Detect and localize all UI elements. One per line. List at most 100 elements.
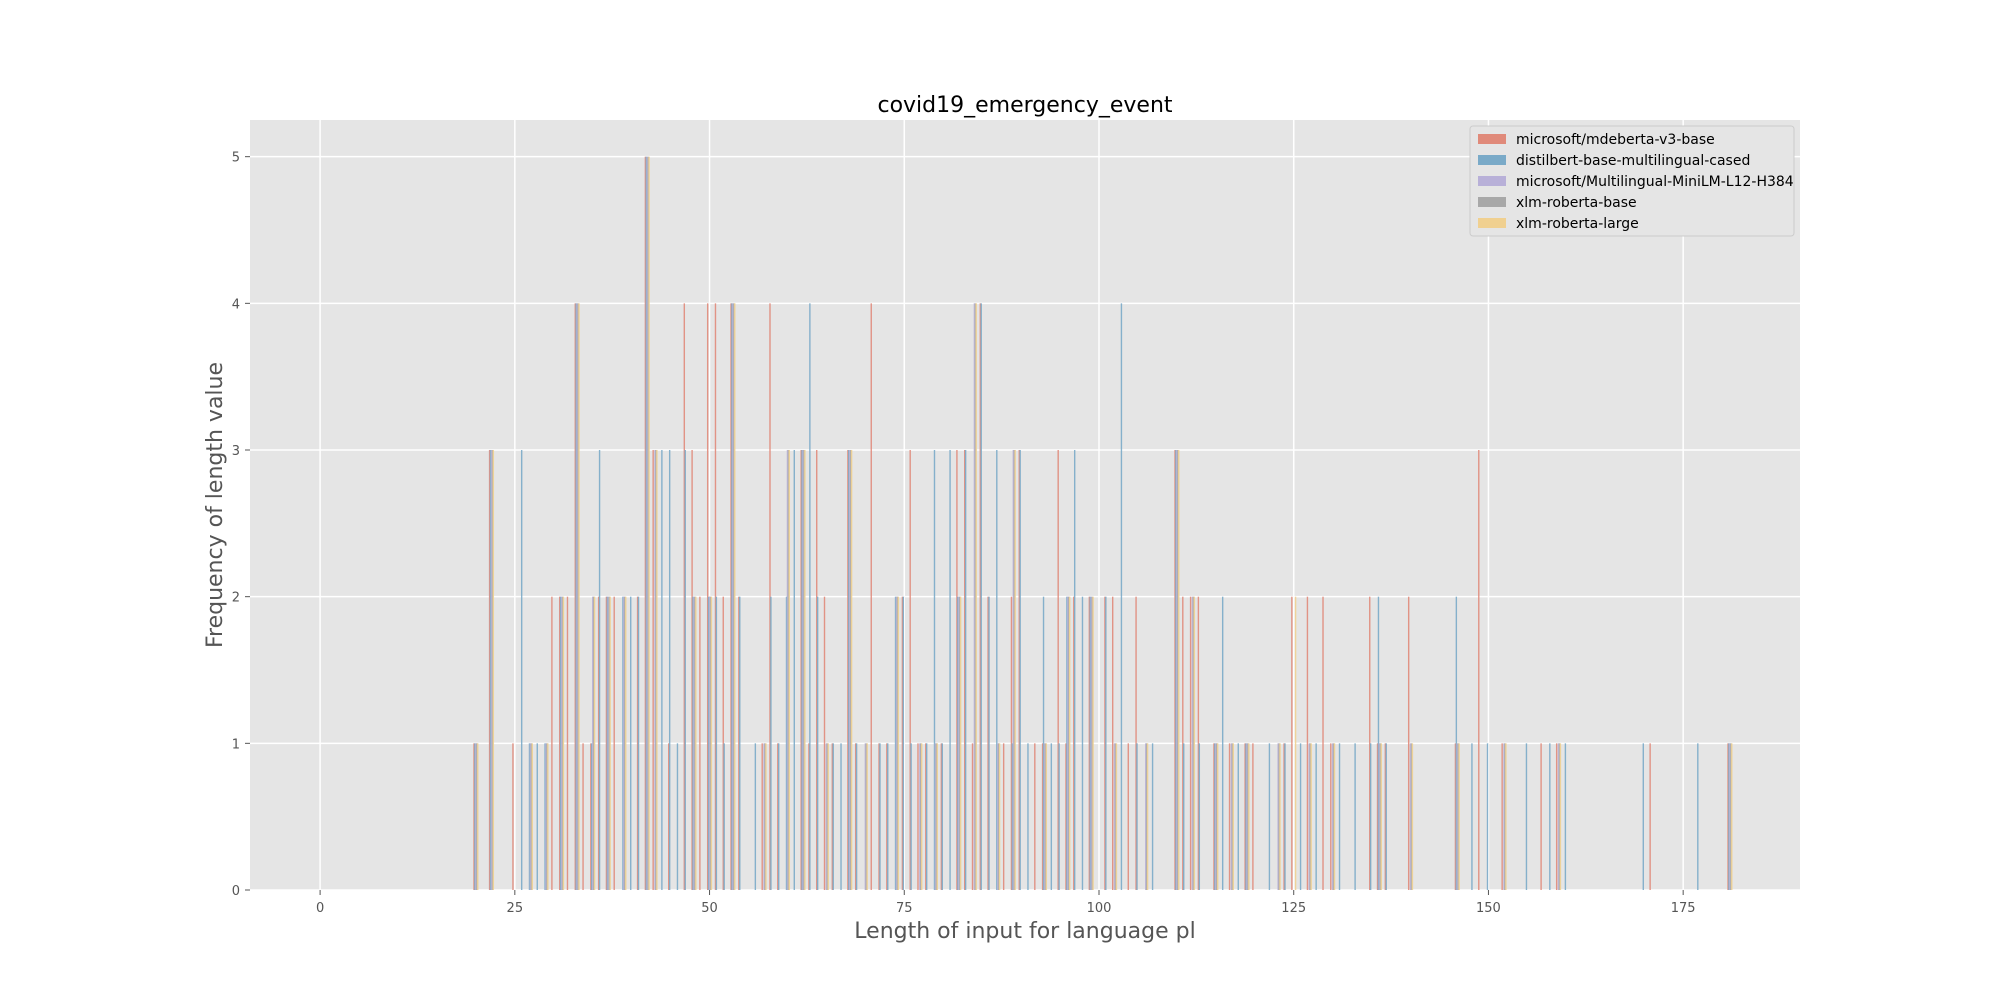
bar [1176, 450, 1178, 890]
bar [715, 596, 718, 890]
bar [1178, 450, 1180, 890]
bar [654, 450, 656, 890]
bar [921, 743, 923, 890]
bar [910, 743, 912, 890]
bar [1549, 743, 1551, 890]
bar [849, 450, 851, 890]
y-axis-label: Frequency of length value [203, 362, 228, 648]
bar [1215, 743, 1217, 890]
y-tick-label: 2 [232, 591, 240, 606]
bar [1294, 596, 1297, 890]
bar [1558, 743, 1561, 890]
bar [1217, 743, 1219, 890]
bar [770, 596, 772, 890]
bar [707, 596, 710, 890]
bar [979, 303, 981, 891]
bar [765, 743, 767, 890]
bar [668, 450, 671, 890]
bar [1044, 743, 1047, 890]
bar [761, 743, 763, 890]
bar [694, 596, 696, 890]
bar [1002, 743, 1005, 890]
x-tick-label: 125 [1281, 901, 1306, 916]
bar [1112, 596, 1114, 890]
bar [1105, 596, 1107, 890]
bar [699, 596, 701, 890]
bar [606, 596, 609, 890]
bar [1193, 596, 1196, 890]
bar [1092, 596, 1094, 890]
bar [1540, 743, 1542, 890]
bar [1729, 743, 1731, 890]
bar [566, 596, 569, 890]
bar [1081, 596, 1084, 890]
bar [530, 743, 533, 890]
bar [1504, 743, 1506, 890]
bar [1378, 743, 1381, 890]
bar [1213, 743, 1215, 890]
bar [832, 743, 834, 890]
bar [582, 743, 584, 890]
bar [840, 743, 842, 890]
bar [1309, 743, 1311, 890]
bar [648, 156, 650, 891]
bar [1058, 743, 1060, 890]
bar [733, 303, 735, 891]
x-tick-label: 75 [896, 901, 913, 916]
bar [683, 303, 686, 891]
bar [764, 743, 766, 890]
bar [897, 596, 900, 890]
bar [578, 303, 580, 891]
bar [1230, 743, 1233, 890]
bar [1455, 596, 1458, 890]
bar [520, 450, 523, 890]
bar [827, 743, 829, 890]
bar [1145, 743, 1147, 890]
x-tick-label: 25 [507, 901, 524, 916]
bar [809, 303, 811, 891]
bar [917, 743, 919, 890]
bar [562, 596, 565, 890]
bar [477, 743, 479, 890]
bar [708, 596, 711, 890]
bar [647, 156, 649, 891]
bar [597, 596, 600, 890]
bar [785, 596, 788, 890]
legend-swatch [1478, 134, 1506, 144]
bar [710, 596, 713, 890]
bar [559, 596, 562, 890]
bar [1525, 743, 1528, 890]
bar [546, 743, 548, 890]
bar [624, 596, 626, 890]
bar [577, 303, 579, 891]
bar [1291, 596, 1293, 890]
bar [788, 450, 791, 890]
bar [1268, 743, 1271, 890]
bar [886, 743, 888, 890]
bar [636, 596, 639, 890]
x-tick-label: 0 [316, 901, 324, 916]
bar [668, 743, 670, 890]
bar [738, 596, 740, 890]
bar [1089, 596, 1091, 890]
bar [1649, 743, 1651, 890]
bar [763, 743, 765, 890]
bar [974, 303, 977, 891]
bar [901, 596, 904, 890]
legend-label: distilbert-base-multilingual-cased [1516, 153, 1750, 169]
bar [1027, 743, 1029, 890]
y-tick-label: 3 [232, 444, 240, 459]
legend-box [1469, 125, 1795, 237]
bar [1065, 743, 1067, 890]
bar [693, 596, 695, 890]
bar [1120, 303, 1123, 891]
bar [964, 450, 966, 890]
bar [722, 596, 724, 890]
bar [531, 743, 533, 890]
bar [1151, 743, 1154, 890]
bar [1067, 596, 1069, 890]
bar [474, 743, 476, 890]
bar [940, 743, 943, 890]
bar [823, 596, 826, 890]
bar [1228, 743, 1231, 890]
